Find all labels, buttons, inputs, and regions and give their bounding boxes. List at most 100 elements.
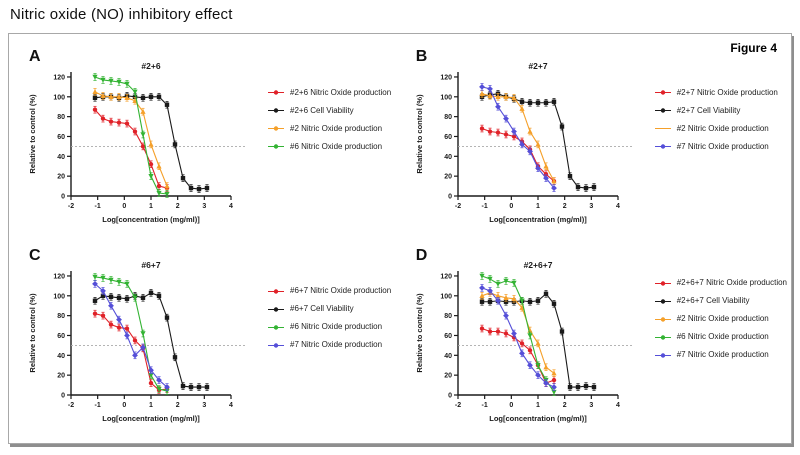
chart-B: #2+7 0 20 40 60 80 100 120 -2 -1 0 1 2 3 4 Relative to … — [415, 61, 634, 224]
svg-text:-2: -2 — [68, 402, 74, 409]
series-marker-icon — [654, 334, 671, 340]
legend-label: #2+7 Nitric Oxide production — [676, 87, 778, 97]
series-marker-icon — [654, 352, 671, 358]
svg-text:#2+7: #2+7 — [528, 61, 547, 71]
svg-text:0: 0 — [448, 194, 452, 201]
legend-item: #6 Nitric Oxide production — [267, 323, 391, 332]
legend-item: #2+6 Cell Viability — [267, 106, 391, 115]
series-marker-icon — [268, 342, 284, 348]
legend-item: #6+7 Nitric Oxide production — [267, 287, 391, 296]
legend-item: #2+7 Cell Viability — [654, 106, 778, 115]
svg-text:40: 40 — [444, 352, 452, 359]
svg-text:1: 1 — [536, 203, 540, 210]
svg-text:-2: -2 — [455, 203, 461, 210]
svg-text:4: 4 — [229, 402, 233, 409]
svg-text:Log[concentration (mg/ml)]: Log[concentration (mg/ml)] — [489, 414, 587, 423]
svg-text:20: 20 — [444, 372, 452, 379]
legend-label: #6 Nitric Oxide production — [290, 141, 383, 151]
svg-text:100: 100 — [440, 94, 452, 101]
legend-label: #7 Nitric Oxide production — [290, 340, 383, 349]
svg-text:100: 100 — [440, 293, 452, 300]
legend-item: #2 Nitric Oxide production — [654, 124, 778, 133]
legend-label: #7 Nitric Oxide production — [676, 141, 769, 151]
svg-text:-1: -1 — [95, 203, 101, 210]
legend-B: #2+7 Nitric Oxide production #2+7 Cell Vi… — [654, 88, 778, 151]
svg-text:0: 0 — [448, 392, 452, 399]
legend-item: #6 Nitric Oxide production — [267, 142, 391, 151]
svg-text:#2+6: #2+6 — [141, 61, 160, 71]
legend-label: #6+7 Cell Viability — [290, 304, 354, 313]
svg-text:80: 80 — [57, 114, 65, 121]
legend-label: #2+6+7 Nitric Oxide production — [676, 278, 787, 287]
panel-A: A #2+6 0 20 40 60 80 100 120 -2 -1 0 1 2 3 4 Relative to… — [13, 42, 400, 241]
legend-label: #2+6 Nitric Oxide production — [290, 87, 392, 97]
legend-item: #2+7 Nitric Oxide production — [654, 88, 778, 97]
legend-item: #2+6 Nitric Oxide production — [267, 88, 391, 97]
legend-label: #7 Nitric Oxide production — [676, 350, 769, 359]
svg-text:0: 0 — [61, 392, 65, 399]
legend-item: #7 Nitric Oxide production — [654, 142, 778, 151]
svg-text:4: 4 — [616, 203, 620, 210]
panel-B: B #2+7 0 20 40 60 80 100 120 -2 -1 0 1 2 3 4 Relative to… — [400, 42, 787, 241]
series-marker-icon — [654, 280, 671, 286]
svg-text:2: 2 — [562, 402, 566, 409]
svg-text:60: 60 — [444, 332, 452, 339]
svg-text:#2+6+7: #2+6+7 — [523, 260, 552, 270]
svg-text:0: 0 — [509, 402, 513, 409]
svg-text:3: 3 — [589, 402, 593, 409]
legend-label: #2+6+7 Cell Viability — [676, 296, 750, 305]
svg-text:120: 120 — [53, 273, 65, 280]
svg-text:120: 120 — [53, 74, 65, 81]
legend-item: #2+6+7 Nitric Oxide production — [654, 279, 787, 288]
svg-text:40: 40 — [444, 154, 452, 161]
legend-label: #2+6 Cell Viability — [290, 105, 354, 115]
legend-item: #7 Nitric Oxide production — [654, 351, 787, 360]
svg-text:Log[concentration (mg/ml)]: Log[concentration (mg/ml)] — [102, 414, 200, 423]
svg-text:20: 20 — [57, 372, 65, 379]
legend-label: #6 Nitric Oxide production — [676, 332, 769, 341]
panel-C: C #6+7 0 20 40 60 80 100 120 -2 -1 0 1 2 3 4 Relative to… — [13, 241, 400, 440]
svg-text:0: 0 — [122, 203, 126, 210]
svg-text:80: 80 — [57, 313, 65, 320]
svg-text:-1: -1 — [481, 203, 487, 210]
series-marker-icon — [268, 108, 284, 113]
legend-item: #6 Nitric Oxide production — [654, 333, 787, 342]
svg-text:Relative to control (%): Relative to control (%) — [28, 292, 37, 372]
svg-text:100: 100 — [53, 94, 65, 101]
svg-text:-2: -2 — [68, 203, 74, 210]
svg-text:Relative to control (%): Relative to control (%) — [415, 94, 424, 174]
legend-item: #6+7 Cell Viability — [267, 305, 391, 314]
svg-text:120: 120 — [440, 273, 452, 280]
svg-text:-1: -1 — [481, 402, 487, 409]
legend-label: #2 Nitric Oxide production — [676, 314, 769, 323]
svg-text:Relative to control (%): Relative to control (%) — [28, 94, 37, 174]
series-marker-icon — [654, 90, 671, 95]
svg-text:20: 20 — [57, 174, 65, 181]
panel-label-D: D — [415, 246, 428, 264]
svg-text:4: 4 — [229, 203, 233, 210]
series-marker-icon — [268, 288, 284, 294]
svg-text:-2: -2 — [455, 402, 461, 409]
panel-label-B: B — [415, 48, 428, 65]
series-marker-icon — [654, 108, 671, 113]
legend-label: #6 Nitric Oxide production — [290, 322, 383, 331]
svg-text:#6+7: #6+7 — [141, 260, 160, 270]
svg-text:2: 2 — [176, 203, 180, 210]
svg-text:3: 3 — [202, 402, 206, 409]
svg-text:-1: -1 — [95, 402, 101, 409]
svg-text:60: 60 — [444, 134, 452, 141]
svg-text:80: 80 — [444, 313, 452, 320]
svg-text:40: 40 — [57, 154, 65, 161]
svg-text:1: 1 — [149, 402, 153, 409]
series-marker-icon — [654, 298, 671, 304]
svg-text:4: 4 — [616, 402, 620, 409]
svg-text:3: 3 — [202, 203, 206, 210]
series-marker-icon — [654, 316, 671, 322]
svg-text:Log[concentration (mg/ml)]: Log[concentration (mg/ml)] — [489, 215, 587, 224]
svg-text:0: 0 — [509, 203, 513, 210]
svg-text:2: 2 — [176, 402, 180, 409]
svg-text:1: 1 — [149, 203, 153, 210]
svg-text:20: 20 — [444, 174, 452, 181]
legend-label: #2+7 Cell Viability — [676, 105, 741, 115]
legend-item: #2 Nitric Oxide production — [267, 124, 391, 133]
